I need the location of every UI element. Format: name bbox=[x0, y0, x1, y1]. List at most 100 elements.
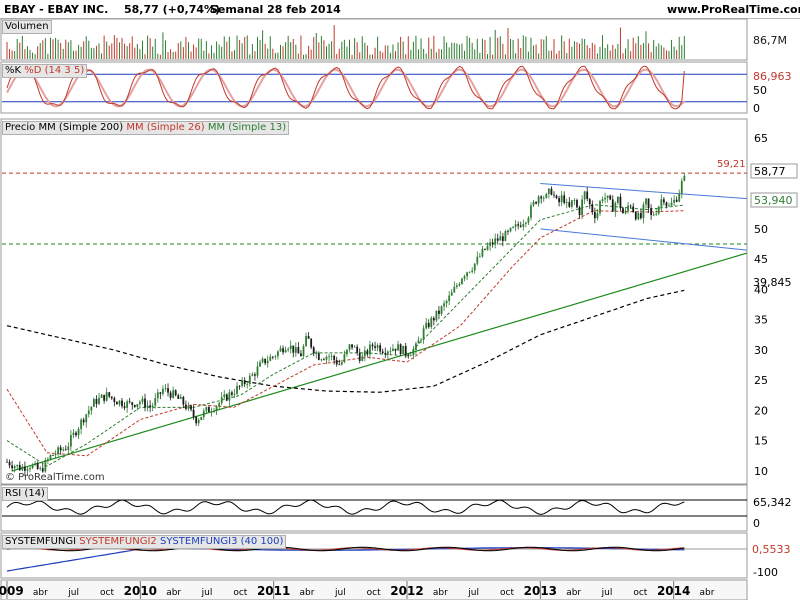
candle-body-75 bbox=[197, 419, 200, 424]
candle-body-184 bbox=[476, 256, 479, 264]
candle-body-14 bbox=[41, 468, 44, 472]
candle-body-257 bbox=[662, 199, 665, 203]
candle-body-71 bbox=[187, 405, 190, 409]
y-tick-15: 15 bbox=[754, 435, 768, 448]
candle-body-41 bbox=[110, 396, 113, 399]
candle-body-193 bbox=[499, 236, 502, 241]
candle-body-63 bbox=[167, 388, 169, 393]
candle-body-126 bbox=[328, 356, 330, 358]
price-legend: Precio MM (Simple 200) MM (Simple 26) MM… bbox=[2, 121, 290, 135]
candle-body-261 bbox=[673, 199, 676, 203]
instrument-title: EBAY - EBAY INC. bbox=[4, 3, 109, 16]
candle-body-194 bbox=[501, 236, 504, 241]
y-tick-25: 25 bbox=[754, 374, 768, 387]
candle-body-67 bbox=[177, 395, 180, 399]
candle-body-183 bbox=[473, 263, 476, 271]
x-label-13: abr bbox=[433, 588, 448, 598]
candle-body-9 bbox=[29, 468, 31, 470]
candle-body-104 bbox=[271, 356, 274, 358]
candle-body-15 bbox=[44, 460, 47, 472]
candle-body-120 bbox=[312, 347, 315, 354]
candle-body-92 bbox=[241, 380, 244, 386]
candle-body-30 bbox=[82, 419, 85, 423]
candle-body-162 bbox=[420, 339, 422, 341]
candle-body-147 bbox=[381, 351, 384, 353]
watermark: © ProRealTime.com bbox=[5, 472, 105, 483]
candle-body-224 bbox=[578, 207, 581, 216]
x-label-6: jul bbox=[201, 588, 213, 598]
candle-body-200 bbox=[517, 224, 520, 226]
candle-body-189 bbox=[489, 242, 491, 247]
y-tick-30: 30 bbox=[754, 344, 768, 357]
candle-body-83 bbox=[218, 403, 221, 407]
candle-body-61 bbox=[162, 388, 164, 394]
candle-body-203 bbox=[524, 222, 527, 224]
candle-body-216 bbox=[558, 198, 560, 203]
candle-body-206 bbox=[532, 201, 535, 206]
candle-body-87 bbox=[228, 392, 231, 401]
candle-body-110 bbox=[287, 348, 290, 350]
candle-body-262 bbox=[675, 199, 678, 202]
candle-body-164 bbox=[425, 322, 428, 329]
y-tick-45: 45 bbox=[754, 253, 768, 266]
candle-body-102 bbox=[266, 360, 269, 364]
candle-body-22 bbox=[62, 449, 65, 451]
candle-body-146 bbox=[379, 345, 382, 352]
candle-body-245 bbox=[632, 206, 635, 213]
candle-body-118 bbox=[307, 336, 310, 339]
candle-body-229 bbox=[591, 204, 594, 212]
candle-body-98 bbox=[256, 366, 259, 376]
candle-body-29 bbox=[80, 419, 83, 430]
candle-body-190 bbox=[491, 242, 494, 245]
candle-body-138 bbox=[358, 352, 361, 361]
candle-body-207 bbox=[535, 201, 537, 204]
candle-body-69 bbox=[182, 396, 185, 405]
candle-body-13 bbox=[39, 468, 42, 469]
candle-body-27 bbox=[75, 432, 77, 436]
candle-body-202 bbox=[522, 223, 525, 227]
stoch-k-line bbox=[6, 65, 685, 110]
candle-body-181 bbox=[468, 271, 471, 273]
candle-body-62 bbox=[164, 388, 167, 390]
candle-body-136 bbox=[353, 346, 356, 348]
x-label-15: oct bbox=[500, 588, 514, 598]
candle-body-48 bbox=[128, 401, 131, 403]
ma200-tag: 39,845 bbox=[753, 276, 792, 289]
price-series bbox=[2, 172, 748, 477]
candle-body-161 bbox=[417, 340, 420, 344]
volume-bars bbox=[6, 25, 685, 59]
candle-body-6 bbox=[21, 466, 24, 471]
candle-body-128 bbox=[333, 355, 336, 361]
stoch-tick-0: 0 bbox=[753, 102, 760, 115]
candle-body-105 bbox=[274, 356, 277, 358]
rsi-label: RSI (14) bbox=[2, 487, 48, 501]
y-tick-10: 10 bbox=[754, 465, 768, 478]
candle-body-91 bbox=[238, 385, 241, 387]
candle-body-187 bbox=[484, 248, 486, 250]
candle-body-178 bbox=[461, 278, 463, 285]
candle-body-248 bbox=[639, 213, 642, 219]
candle-body-114 bbox=[297, 347, 300, 354]
candle-body-134 bbox=[348, 344, 351, 350]
stoch-k-label: %K bbox=[5, 65, 22, 76]
y-tick-40: 40 bbox=[754, 283, 768, 296]
candle-body-19 bbox=[54, 454, 57, 456]
candle-body-264 bbox=[680, 180, 683, 194]
candle-body-18 bbox=[52, 455, 54, 456]
candle-body-237 bbox=[611, 199, 614, 212]
candle-body-137 bbox=[356, 346, 359, 353]
candle-body-255 bbox=[657, 206, 660, 214]
candle-body-96 bbox=[251, 374, 254, 376]
candle-body-218 bbox=[563, 195, 566, 203]
candle-body-223 bbox=[576, 200, 578, 208]
candle-body-265 bbox=[683, 175, 686, 181]
candle-body-49 bbox=[131, 402, 134, 405]
candle-body-43 bbox=[116, 402, 118, 405]
candle-body-145 bbox=[376, 345, 379, 348]
sysfungi-label-2: SYSTEMFUNGI2 bbox=[79, 536, 157, 547]
candle-body-90 bbox=[236, 385, 238, 394]
candle-body-85 bbox=[223, 394, 226, 398]
level-label: 59,21 bbox=[717, 159, 746, 170]
candle-body-217 bbox=[560, 195, 563, 203]
sysfungi-label-3: SYSTEMFUNGI3 (40 100) bbox=[159, 536, 284, 547]
